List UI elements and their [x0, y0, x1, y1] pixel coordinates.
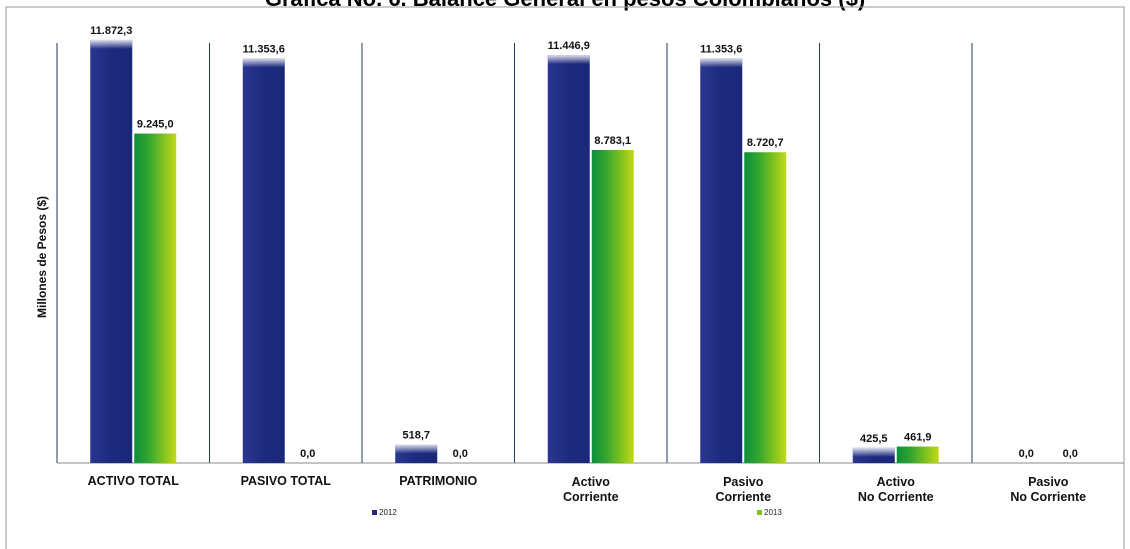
category-label: ACTIVO TOTAL	[88, 474, 180, 488]
bar-2012	[547, 55, 590, 463]
data-label: 11.353,6	[243, 43, 285, 55]
category-label: Corriente	[563, 490, 619, 504]
value-labels-layer: 11.872,3 9.245,0 11.353,6 0,0 518,7 0,0 11.446…	[90, 25, 1078, 460]
legend-label: 2012	[379, 508, 397, 517]
legend: 2012 2013	[372, 508, 782, 517]
category-label: Activo	[572, 475, 611, 489]
bar-2012	[700, 58, 743, 463]
data-label: 11.872,3	[90, 25, 132, 37]
category-label: No Corriente	[858, 490, 934, 504]
bar-2013	[744, 152, 787, 464]
data-label: 0,0	[1019, 448, 1034, 460]
data-label: 9.245,0	[137, 119, 174, 131]
data-label: 11.446,9	[548, 40, 590, 52]
category-label: Pasivo	[723, 475, 764, 489]
bar-highlight	[242, 58, 285, 68]
category-separators	[56, 43, 973, 463]
legend-swatch-2012	[372, 510, 377, 515]
category-label: Pasivo	[1028, 475, 1069, 489]
category-labels-layer: ACTIVO TOTAL PASIVO TOTAL PATRIMONIO Activo…	[88, 474, 1087, 504]
bar-2012	[242, 58, 285, 463]
category-label: PASIVO TOTAL	[241, 474, 332, 488]
category-label: Corriente	[715, 490, 771, 504]
bar-highlight	[852, 447, 895, 457]
category-label: No Corriente	[1010, 490, 1086, 504]
bar-2013	[134, 133, 177, 463]
legend-swatch-2013	[757, 510, 762, 515]
data-label: 11.353,6	[700, 43, 742, 55]
data-label: 425,5	[860, 433, 888, 445]
data-label: 461,9	[904, 432, 932, 444]
data-label: 0,0	[300, 448, 315, 460]
category-label: Activo	[877, 475, 916, 489]
y-axis-label: Millones de Pesos ($)	[35, 196, 49, 318]
bars-layer	[90, 39, 939, 464]
bar-2012	[90, 39, 133, 464]
data-label: 0,0	[453, 448, 468, 460]
bar-highlight	[90, 39, 133, 49]
data-label: 8.783,1	[594, 135, 631, 147]
bar-highlight	[700, 58, 743, 68]
data-label: 0,0	[1063, 448, 1078, 460]
legend-label: 2013	[764, 508, 782, 517]
chart-title: Gráfica No. 6. Balance General en pesos …	[0, 0, 1130, 12]
category-label: PATRIMONIO	[399, 474, 477, 488]
bar-highlight	[395, 444, 438, 454]
bar-highlight	[547, 55, 590, 65]
data-label: 518,7	[402, 430, 430, 442]
data-label: 8.720,7	[747, 137, 784, 149]
chart-frame	[5, 6, 1125, 549]
bar-2013	[896, 446, 939, 463]
bar-2013	[591, 150, 634, 463]
